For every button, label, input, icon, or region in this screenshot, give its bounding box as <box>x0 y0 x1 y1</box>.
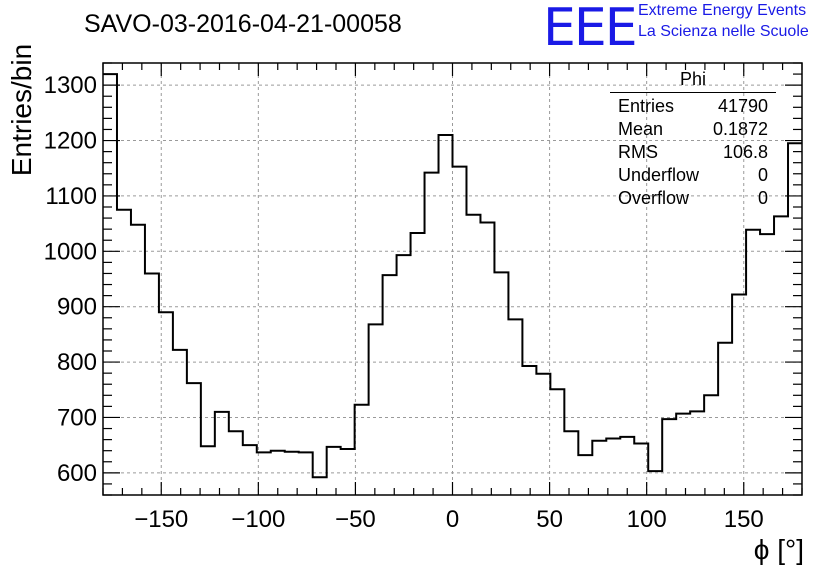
y-tick-label: 1200 <box>44 128 97 155</box>
x-tick-label: −50 <box>335 506 376 533</box>
chart-title: SAVO-03-2016-04-21-00058 <box>84 10 402 38</box>
logo-line-1: Extreme Energy Events <box>638 2 807 19</box>
stats-row: Mean 0.1872 <box>610 118 776 141</box>
x-tick-label: 100 <box>627 506 667 533</box>
y-tick-label: 900 <box>57 294 97 321</box>
stats-label: Entries <box>618 96 675 116</box>
eee-logo-mark: EEE <box>543 0 638 58</box>
stats-label: RMS <box>618 142 658 162</box>
stats-value: 0 <box>757 188 768 208</box>
y-tick-label: 800 <box>57 349 97 376</box>
stats-row: Underflow 0 <box>610 164 776 187</box>
y-axis-label: Entries/bin <box>6 43 37 177</box>
y-tick-label: 1300 <box>44 72 97 99</box>
y-tick-label: 1100 <box>45 183 97 210</box>
stats-label: Mean <box>618 119 664 139</box>
histogram-line <box>103 73 802 479</box>
y-tick-label: 600 <box>57 460 97 487</box>
x-tick-label: −100 <box>231 506 285 533</box>
x-tick-label: 150 <box>724 506 764 533</box>
stats-box: Phi Entries 41790 Mean 0.1872 RMS 106.8 Underf… <box>610 70 776 210</box>
stats-label: Overflow <box>618 188 690 208</box>
logo-line-2: La Scienza nelle Scuole <box>638 23 809 40</box>
y-tick-label: 700 <box>57 404 97 431</box>
y-tick-label: 1000 <box>44 238 97 265</box>
stats-label: Underflow <box>618 165 700 185</box>
stats-title: Phi <box>610 70 776 93</box>
x-tick-label: 0 <box>446 506 459 533</box>
stats-value: 106.8 <box>722 142 768 162</box>
stats-value: 0.1872 <box>712 119 768 139</box>
stats-value: 0 <box>757 165 768 185</box>
x-tick-label: −150 <box>134 506 188 533</box>
x-axis-label: ϕ [°] <box>753 534 804 565</box>
stats-row: RMS 106.8 <box>610 141 776 164</box>
x-tick-label: 50 <box>536 506 563 533</box>
stats-value: 41790 <box>717 96 768 116</box>
stats-row: Entries 41790 <box>610 95 776 118</box>
stats-row: Overflow 0 <box>610 187 776 210</box>
